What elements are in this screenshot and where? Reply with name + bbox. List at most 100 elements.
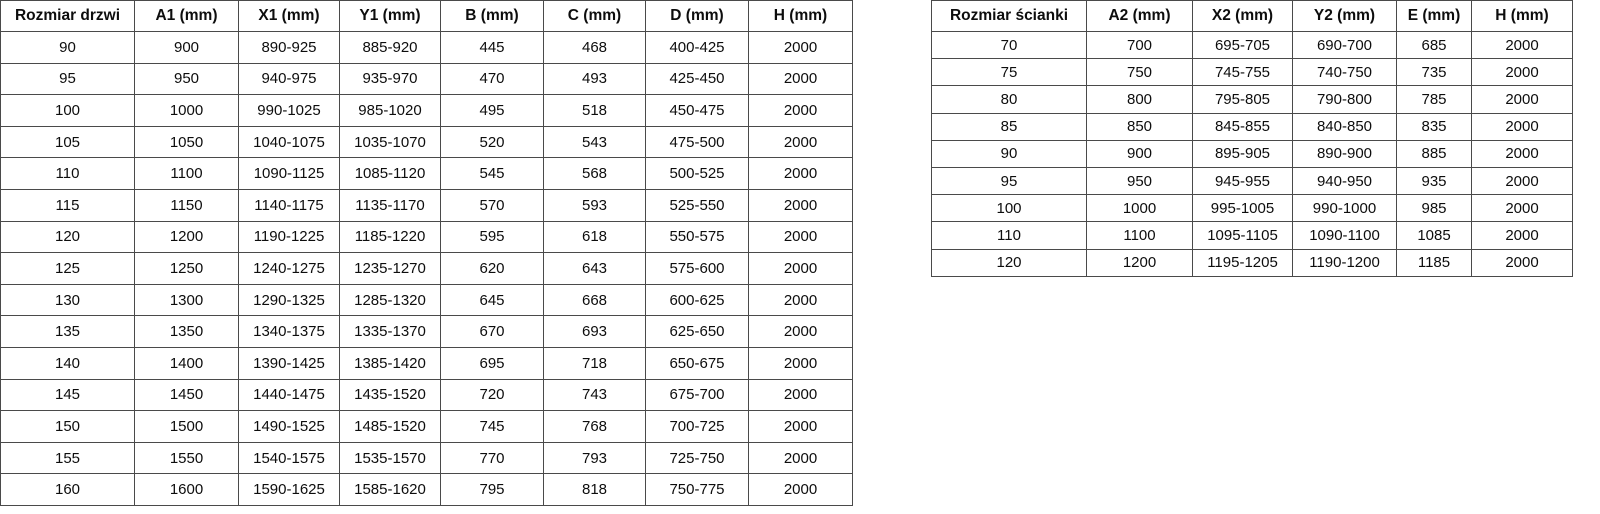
table-cell: 650-675: [645, 346, 749, 380]
table-cell: 990-1000: [1292, 194, 1397, 223]
table-row: 100 1000 990-1025 985-1020 495 518 450-475 2000: [0, 94, 853, 127]
table-row: 105 1050 1040-1075 1035-1070 520 543 475-500 20…: [0, 125, 853, 159]
table-cell: 743: [543, 378, 646, 412]
table-cell: 525-550: [645, 188, 749, 222]
table-cell: 1300: [134, 283, 239, 317]
table-cell: 1150: [134, 188, 239, 222]
table-cell: 2000: [748, 220, 853, 254]
column-header-doors-4: B (mm): [440, 0, 544, 32]
table-cell: 1540-1575: [238, 441, 340, 475]
table-cell: 160: [0, 473, 135, 506]
table-cell: 768: [543, 410, 646, 443]
table-cell: 2000: [1471, 221, 1573, 250]
table-cell: 1450: [134, 378, 239, 412]
table-cell: 1585-1620: [339, 473, 441, 506]
table-cell: 150: [0, 410, 135, 443]
table-cell: 90: [931, 139, 1087, 168]
table-cell: 818: [543, 473, 646, 506]
table-cell: 1190-1225: [238, 220, 340, 254]
table-row: 85 850 845-855 840-850 835 2000: [931, 112, 1573, 141]
table-cell: 110: [931, 221, 1087, 250]
table-cell: 518: [543, 94, 646, 127]
table-cell: 645: [440, 283, 544, 317]
table-row: 95 950 940-975 935-970 470 493 425-450 2000: [0, 62, 853, 96]
doors-table-header: Rozmiar drzwi A1 (mm) X1 (mm) Y1 (mm) B (mm)…: [0, 0, 853, 32]
walls-table-body: 70 700 695-705 690-700 685 2000 75 750 745-755 74…: [931, 30, 1573, 277]
table-cell: 1035-1070: [339, 125, 441, 159]
table-cell: 785: [1396, 85, 1472, 114]
table-cell: 720: [440, 378, 544, 412]
table-cell: 735: [1396, 58, 1472, 87]
table-row: 115 1150 1140-1175 1135-1170 570 593 525-550 20…: [0, 188, 853, 222]
table-cell: 1140-1175: [238, 188, 340, 222]
table-cell: 85: [931, 112, 1087, 141]
table-cell: 495: [440, 94, 544, 127]
table-cell: 693: [543, 315, 646, 348]
table-cell: 2000: [748, 157, 853, 190]
table-cell: 1490-1525: [238, 410, 340, 443]
table-cell: 1050: [134, 125, 239, 159]
table-cell: 90: [0, 31, 135, 64]
table-cell: 2000: [748, 252, 853, 285]
table-cell: 110: [0, 157, 135, 190]
table-cell: 940-950: [1292, 166, 1397, 196]
table-cell: 75: [931, 58, 1087, 87]
table-row: 75 750 745-755 740-750 735 2000: [931, 58, 1573, 87]
table-cell: 595: [440, 220, 544, 254]
column-header-walls-4: E (mm): [1396, 0, 1472, 32]
table-cell: 700: [1086, 30, 1193, 60]
column-header-walls-2: X2 (mm): [1192, 0, 1293, 32]
table-cell: 740-750: [1292, 58, 1397, 87]
table-cell: 845-855: [1192, 112, 1293, 141]
table-cell: 1590-1625: [238, 473, 340, 506]
table-cell: 800: [1086, 85, 1193, 114]
table-row: 110 1100 1095-1105 1090-1100 1085 2000: [931, 221, 1573, 250]
table-cell: 80: [931, 85, 1087, 114]
table-cell: 575-600: [645, 252, 749, 285]
walls-dimensions-table: Rozmiar ścianki A2 (mm) X2 (mm) Y2 (mm) E (m…: [931, 0, 1573, 277]
table-row: 95 950 945-955 940-950 935 2000: [931, 166, 1573, 196]
column-header-walls-0: Rozmiar ścianki: [931, 0, 1087, 32]
column-header-doors-0: Rozmiar drzwi: [0, 0, 135, 32]
table-row: 140 1400 1390-1425 1385-1420 695 718 650-675 20…: [0, 346, 853, 380]
table-cell: 1190-1200: [1292, 248, 1397, 277]
table-cell: 2000: [1471, 248, 1573, 277]
table-cell: 985-1020: [339, 94, 441, 127]
table-cell: 1340-1375: [238, 315, 340, 348]
table-cell: 950: [134, 62, 239, 96]
table-row: 90 900 895-905 890-900 885 2000: [931, 139, 1573, 168]
table-cell: 885: [1396, 139, 1472, 168]
table-cell: 790-800: [1292, 85, 1397, 114]
table-row: 125 1250 1240-1275 1235-1270 620 643 575-600 20…: [0, 252, 853, 285]
table-cell: 1200: [1086, 248, 1193, 277]
table-cell: 1290-1325: [238, 283, 340, 317]
table-cell: 543: [543, 125, 646, 159]
table-cell: 690-700: [1292, 30, 1397, 60]
table-cell: 850: [1086, 112, 1193, 141]
table-cell: 140: [0, 346, 135, 380]
table-cell: 2000: [748, 283, 853, 317]
doors-dimensions-table: Rozmiar drzwi A1 (mm) X1 (mm) Y1 (mm) B (mm)…: [0, 0, 853, 506]
table-cell: 100: [931, 194, 1087, 223]
table-cell: 2000: [748, 346, 853, 380]
table-cell: 795: [440, 473, 544, 506]
table-cell: 750: [1086, 58, 1193, 87]
table-cell: 1235-1270: [339, 252, 441, 285]
table-cell: 2000: [748, 62, 853, 96]
table-cell: 900: [1086, 139, 1193, 168]
table-cell: 70: [931, 30, 1087, 60]
table-cell: 940-975: [238, 62, 340, 96]
table-cell: 1085: [1396, 221, 1472, 250]
table-cell: 2000: [748, 125, 853, 159]
table-cell: 935-970: [339, 62, 441, 96]
table-cell: 670: [440, 315, 544, 348]
table-cell: 2000: [1471, 139, 1573, 168]
table-cell: 1385-1420: [339, 346, 441, 380]
table-cell: 1200: [134, 220, 239, 254]
table-cell: 2000: [1471, 194, 1573, 223]
table-cell: 1400: [134, 346, 239, 380]
table-cell: 1435-1520: [339, 378, 441, 412]
table-cell: 600-625: [645, 283, 749, 317]
table-cell: 95: [931, 166, 1087, 196]
